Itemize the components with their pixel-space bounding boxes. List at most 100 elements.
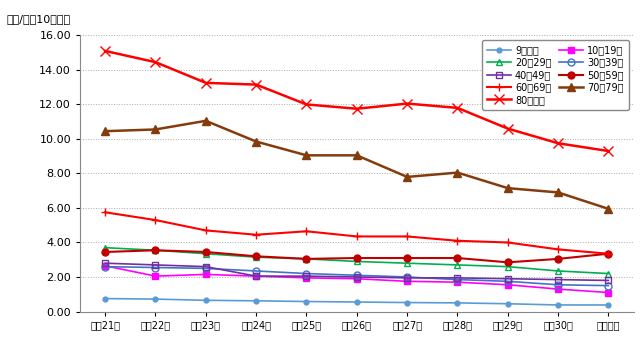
Line: 10〜19歳: 10〜19歳: [102, 263, 611, 295]
20〜29歳: [403, 261, 411, 266]
60〜69歳: [101, 210, 109, 215]
40〜49歳: [454, 276, 461, 280]
50〜59歳: [303, 257, 310, 261]
9歳以下: [303, 299, 310, 304]
40〜49歳: [554, 278, 562, 282]
Line: 70〜79歳: 70〜79歳: [101, 117, 612, 213]
70〜79歳: [554, 190, 562, 195]
30〜39歳: [554, 282, 562, 287]
80歳以上: [252, 82, 260, 87]
70〜79歳: [152, 127, 159, 132]
10〜19歳: [353, 276, 361, 281]
10〜19歳: [303, 276, 310, 280]
20〜29歳: [303, 257, 310, 261]
9歳以下: [403, 301, 411, 305]
80歳以上: [353, 107, 361, 111]
Line: 30〜39歳: 30〜39歳: [102, 263, 612, 289]
80歳以上: [152, 60, 159, 64]
70〜79歳: [403, 175, 411, 179]
20〜29歳: [454, 263, 461, 267]
60〜69歳: [152, 218, 159, 222]
40〜49歳: [403, 276, 411, 280]
50〜59歳: [202, 250, 210, 254]
70〜79歳: [454, 171, 461, 175]
20〜29歳: [101, 246, 109, 250]
80歳以上: [202, 81, 210, 85]
9歳以下: [504, 302, 511, 306]
9歳以下: [101, 296, 109, 301]
40〜49歳: [101, 261, 109, 266]
50〜59歳: [504, 260, 511, 264]
60〜69歳: [252, 233, 260, 237]
30〜39歳: [403, 275, 411, 279]
80歳以上: [454, 106, 461, 110]
10〜19歳: [504, 282, 511, 287]
Line: 40〜49歳: 40〜49歳: [102, 260, 612, 284]
10〜19歳: [202, 272, 210, 276]
10〜19歳: [252, 274, 260, 278]
10〜19歳: [152, 274, 159, 278]
30〜39歳: [605, 284, 612, 288]
10〜19歳: [554, 287, 562, 291]
40〜49歳: [504, 276, 511, 281]
20〜29歳: [504, 264, 511, 269]
70〜79歳: [202, 119, 210, 123]
40〜49歳: [605, 278, 612, 282]
70〜79歳: [504, 186, 511, 190]
9歳以下: [252, 299, 260, 303]
20〜29歳: [605, 272, 612, 276]
10〜19歳: [605, 290, 612, 295]
50〜59歳: [101, 250, 109, 254]
9歳以下: [454, 301, 461, 305]
30〜39歳: [353, 273, 361, 278]
60〜69歳: [504, 240, 511, 245]
Line: 9歳以下: 9歳以下: [103, 296, 611, 307]
80歳以上: [504, 126, 511, 131]
20〜29歳: [252, 255, 260, 259]
9歳以下: [152, 297, 159, 301]
60〜69歳: [303, 229, 310, 233]
80歳以上: [303, 102, 310, 107]
Line: 20〜29歳: 20〜29歳: [102, 244, 612, 277]
80歳以上: [554, 141, 562, 145]
60〜69歳: [403, 234, 411, 239]
9歳以下: [353, 300, 361, 304]
70〜79歳: [252, 139, 260, 144]
20〜29歳: [554, 269, 562, 273]
40〜49歳: [202, 264, 210, 269]
30〜39歳: [504, 279, 511, 284]
30〜39歳: [303, 272, 310, 276]
10〜19歳: [403, 279, 411, 284]
Line: 80歳以上: 80歳以上: [100, 46, 613, 156]
9歳以下: [605, 303, 612, 307]
20〜29歳: [202, 252, 210, 256]
Text: （人/人口10万人）: （人/人口10万人）: [6, 14, 70, 24]
70〜79歳: [353, 153, 361, 158]
Legend: 9歳以下, 20〜29歳, 40〜49歳, 60〜69歳, 80歳以上, 10〜19歳, 30〜39歳, 50〜59歳, 70〜79歳: 9歳以下, 20〜29歳, 40〜49歳, 60〜69歳, 80歳以上, 10〜…: [482, 40, 628, 110]
20〜29歳: [353, 259, 361, 264]
10〜19歳: [101, 264, 109, 268]
60〜69歳: [202, 228, 210, 233]
70〜79歳: [303, 153, 310, 158]
50〜59歳: [403, 256, 411, 260]
10〜19歳: [454, 280, 461, 284]
50〜59歳: [454, 256, 461, 260]
70〜79歳: [101, 129, 109, 133]
40〜49歳: [152, 263, 159, 267]
20〜29歳: [152, 248, 159, 252]
40〜49歳: [252, 274, 260, 278]
30〜39歳: [454, 278, 461, 282]
80歳以上: [605, 149, 612, 153]
60〜69歳: [454, 239, 461, 243]
Line: 60〜69歳: 60〜69歳: [101, 208, 612, 258]
60〜69歳: [554, 247, 562, 251]
9歳以下: [554, 303, 562, 307]
40〜49歳: [353, 275, 361, 279]
30〜39歳: [101, 264, 109, 269]
80歳以上: [101, 49, 109, 53]
50〜59歳: [353, 256, 361, 260]
50〜59歳: [554, 257, 562, 261]
50〜59歳: [252, 254, 260, 258]
50〜59歳: [152, 248, 159, 252]
Line: 50〜59歳: 50〜59歳: [102, 247, 612, 266]
